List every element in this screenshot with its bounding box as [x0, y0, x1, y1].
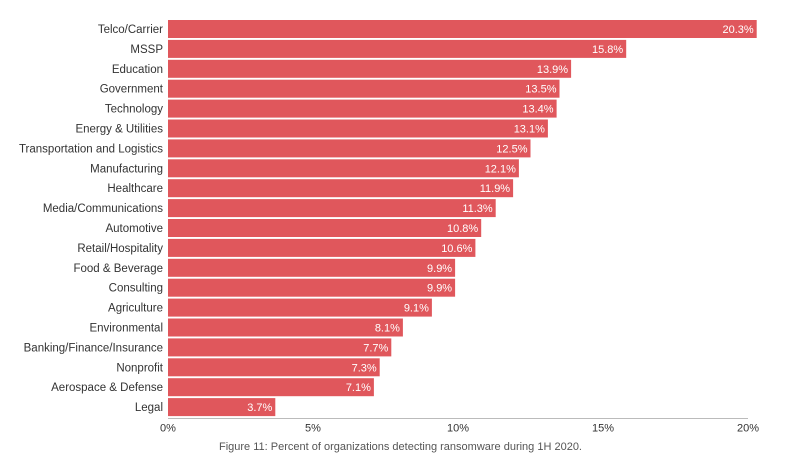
- data-label: 12.5%: [496, 143, 527, 155]
- category-label: MSSP: [130, 44, 163, 56]
- category-label: Banking/Finance/Insurance: [24, 342, 163, 354]
- x-tick-label: 15%: [592, 423, 614, 435]
- bar: [168, 59, 572, 78]
- bar: [168, 238, 476, 257]
- category-label: Transportation and Logistics: [19, 143, 163, 155]
- bar: [168, 159, 519, 178]
- data-label: 11.3%: [462, 203, 493, 215]
- data-label: 9.9%: [427, 263, 452, 275]
- x-tick-label: 0%: [160, 423, 176, 435]
- x-tick-label: 10%: [447, 423, 469, 435]
- data-label: 3.7%: [247, 402, 272, 414]
- category-label: Energy & Utilities: [75, 124, 163, 136]
- category-label: Manufacturing: [90, 163, 163, 175]
- data-label: 11.9%: [480, 183, 511, 195]
- bar: [168, 139, 531, 158]
- bar: [168, 199, 496, 218]
- data-label: 9.1%: [404, 303, 429, 315]
- data-label: 10.6%: [441, 243, 472, 255]
- category-label: Retail/Hospitality: [77, 243, 163, 255]
- category-label: Education: [112, 64, 163, 76]
- data-label: 7.1%: [346, 382, 371, 394]
- data-label: 7.7%: [363, 342, 388, 354]
- data-label: 7.3%: [352, 362, 377, 374]
- x-tick-label: 5%: [305, 423, 321, 435]
- bar: [168, 398, 276, 417]
- bar: [168, 219, 482, 237]
- data-label: 13.5%: [525, 84, 556, 96]
- bar: [168, 20, 757, 38]
- category-label: Legal: [135, 402, 163, 414]
- bar: [168, 79, 560, 98]
- data-label: 8.1%: [375, 323, 400, 335]
- data-label: 12.1%: [485, 163, 516, 175]
- x-axis: 0% 5% 10% 15% 20%: [160, 418, 759, 435]
- data-label: 20.3%: [722, 24, 753, 36]
- bar: [168, 39, 627, 58]
- bar: [168, 258, 456, 277]
- bar: [168, 119, 548, 138]
- category-label: Aerospace & Defense: [51, 382, 163, 394]
- data-label: 15.8%: [592, 44, 623, 56]
- category-label: Agriculture: [108, 303, 163, 315]
- category-label: Healthcare: [107, 183, 163, 195]
- category-label: Telco/Carrier: [98, 24, 163, 36]
- category-label: Government: [100, 84, 164, 96]
- data-label: 13.4%: [522, 104, 553, 116]
- category-label: Nonprofit: [116, 362, 163, 374]
- category-label: Consulting: [109, 283, 163, 295]
- category-label: Technology: [105, 104, 163, 116]
- x-tick-label: 20%: [737, 423, 759, 435]
- bar: [168, 338, 392, 357]
- bar: [168, 298, 432, 317]
- data-label: 13.9%: [537, 64, 568, 76]
- figure-caption: Figure 11: Percent of organizations dete…: [218, 441, 582, 453]
- category-label: Automotive: [105, 223, 163, 235]
- category-label: Media/Communications: [43, 203, 163, 215]
- bar: [168, 179, 514, 198]
- bar: [168, 358, 380, 377]
- bars-layer: Telco/Carrier 20.3% MSSP 15.8% Education 13.9…: [19, 20, 757, 417]
- bar: [168, 278, 456, 297]
- data-label: 10.8%: [447, 223, 478, 235]
- data-label: 13.1%: [514, 124, 545, 136]
- bar: [168, 99, 557, 118]
- category-label: Food & Beverage: [73, 263, 163, 275]
- bar: [168, 318, 403, 337]
- bar: [168, 378, 374, 397]
- data-label: 9.9%: [427, 283, 452, 295]
- category-label: Environmental: [89, 323, 163, 335]
